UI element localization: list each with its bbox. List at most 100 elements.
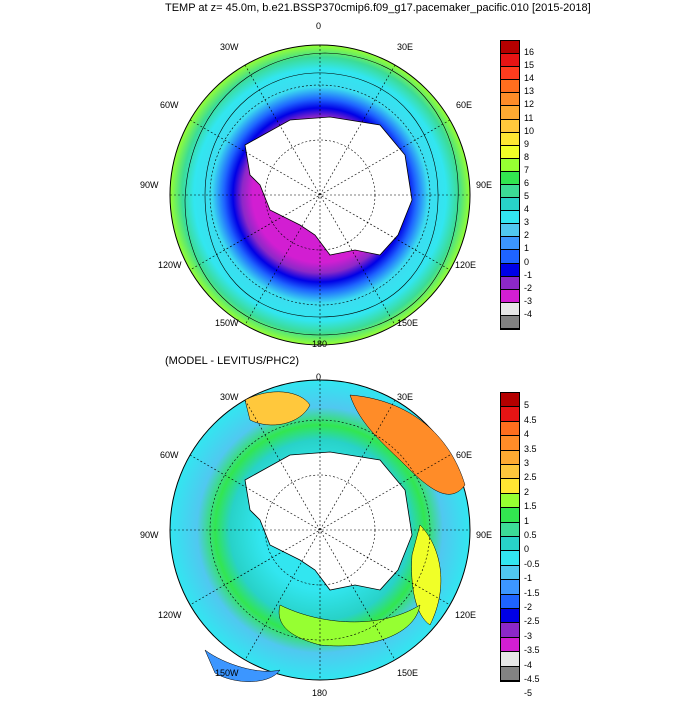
bottom-colorbar-tick-label: 1.5 <box>524 501 537 512</box>
top-contour-ring-2 <box>184 52 459 336</box>
top-colorbar-swatch <box>501 132 519 146</box>
top-colorbar-swatch <box>501 67 519 81</box>
top-lon-label-120e: 120E <box>455 260 477 270</box>
top-colorbar-swatch <box>501 93 519 107</box>
top-colorbar-tick-label: 9 <box>524 138 530 149</box>
top-colorbar-tick-label: 13 <box>524 86 535 97</box>
top-lon-label-90e: 90E <box>476 180 493 190</box>
top-lon-label-60w: 60W <box>160 100 179 110</box>
top-colorbar-tick-label: -1 <box>524 269 533 280</box>
top-colorbar-tick-label: 14 <box>524 73 535 84</box>
top-colorbar-swatch <box>501 106 519 120</box>
top-colorbar-swatch <box>501 224 519 238</box>
bottom-colorbar-tick-label: -0.5 <box>524 558 540 569</box>
top-colorbar-tick-label: 11 <box>524 112 534 123</box>
top-colorbar-swatch <box>501 211 519 225</box>
top-colorbar-tick-label: -3 <box>524 295 533 306</box>
bottom-colorbar-swatch <box>501 393 519 408</box>
top-colorbar-tick-label: 6 <box>524 178 530 188</box>
bottom-lon-label-120e: 120E <box>455 610 477 620</box>
bottom-colorbar-swatch <box>501 652 519 667</box>
top-lon-label-120w: 120W <box>158 260 182 270</box>
bottom-colorbar-tick-label: 3 <box>524 458 530 468</box>
top-colorbar-tick-label: 2 <box>524 230 530 241</box>
bottom-colorbar-tick-label: -4 <box>524 659 533 670</box>
bottom-lon-label-90w: 90W <box>140 530 159 540</box>
bottom-lon-label-0: 0 <box>316 372 322 382</box>
bottom-map-title: (MODEL - LEVITUS/PHC2) <box>165 355 300 367</box>
bottom-lon-label-60w: 60W <box>160 450 179 460</box>
bottom-cool-anomaly-sw <box>204 649 281 682</box>
bottom-colorbar-tick-label: -3.5 <box>524 645 540 656</box>
top-colorbar-tick-label: 12 <box>524 99 535 110</box>
top-colorbar-tick-label: 16 <box>524 47 535 58</box>
bottom-colorbar-swatch <box>501 565 519 581</box>
bottom-warm-anomaly-nw <box>244 391 311 426</box>
top-lon-label-0: 0 <box>316 21 322 31</box>
bottom-colorbar-tick-label: 3.5 <box>524 443 537 454</box>
top-colorbar-swatch <box>501 41 519 55</box>
bottom-graticule <box>170 380 470 680</box>
top-map-title: TEMP at z= 45.0m, b.e21.BSSP370cmip6.f09… <box>165 2 591 14</box>
bottom-colorbar-swatch <box>501 580 519 595</box>
top-colorbar-swatch <box>501 198 519 212</box>
top-colorbar-swatch <box>501 80 519 94</box>
top-colorbar-swatch <box>501 315 519 329</box>
bottom-colorbar-swatch <box>501 450 519 465</box>
top-colorbar-tick-label: 3 <box>524 217 530 228</box>
bottom-lon-label-90e: 90E <box>476 530 493 540</box>
bottom-colorbar-swatch <box>501 465 519 480</box>
top-colorbar-swatch <box>501 289 519 303</box>
top-colorbar-swatch <box>501 302 519 316</box>
top-lon-label-90w: 90W <box>140 180 159 190</box>
bottom-colorbar-swatch <box>501 479 519 494</box>
top-lon-label-150e: 150E <box>397 318 419 328</box>
bottom-colorbar-tick-label: 1 <box>524 515 530 526</box>
bottom-colorbar-tick-label: -3 <box>524 630 533 641</box>
bottom-colorbar-tick-label: 2.5 <box>524 472 537 483</box>
top-colorbar <box>500 40 520 330</box>
bottom-colorbar-swatch <box>501 551 519 566</box>
top-colorbar-swatch <box>501 263 519 277</box>
bottom-lon-label-120w: 120W <box>158 610 182 620</box>
bottom-colorbar <box>500 392 520 682</box>
top-colorbar-swatch <box>501 276 519 290</box>
top-colorbar-swatch <box>501 171 519 185</box>
top-lon-label-30w: 30W <box>220 42 239 52</box>
bottom-colorbar-tick-label: 4.5 <box>524 414 537 425</box>
top-colorbar-swatch <box>501 237 519 251</box>
bottom-colorbar-tick-label: 2 <box>524 486 530 497</box>
top-colorbar-tick-label: 7 <box>524 164 530 175</box>
bottom-lon-label-150w: 150W <box>215 668 239 678</box>
top-colorbar-tick-label: -4 <box>524 308 533 319</box>
bottom-lon-label-30e: 30E <box>397 392 414 402</box>
bottom-colorbar-tick-label: 0.5 <box>524 530 537 540</box>
top-colorbar-swatch <box>501 185 519 199</box>
bottom-colorbar-swatch <box>501 537 519 552</box>
top-colorbar-swatch <box>501 250 519 264</box>
top-colorbar-tick-label: 0 <box>524 256 530 267</box>
top-graticule <box>170 45 470 345</box>
bottom-lon-label-150e: 150E <box>397 668 419 678</box>
bottom-lon-label-30w: 30W <box>220 392 239 402</box>
top-colorbar-tick-label: 4 <box>524 204 530 215</box>
bottom-colorbar-tick-label: -2.5 <box>524 616 540 627</box>
bottom-colorbar-swatch <box>501 594 519 609</box>
bottom-colorbar-swatch <box>501 623 519 638</box>
bottom-colorbar-swatch <box>501 421 519 437</box>
bottom-colorbar-tick-label: 0 <box>524 544 530 555</box>
bottom-colorbar-tick-label: -1 <box>524 573 533 584</box>
top-lon-label-60e: 60E <box>456 100 473 110</box>
bottom-colorbar-swatch <box>501 666 519 681</box>
top-colorbar-swatch <box>501 54 519 68</box>
bottom-colorbar-swatch <box>501 407 519 422</box>
top-colorbar-tick-label: 5 <box>524 191 530 202</box>
top-colorbar-tick-label: -2 <box>524 282 533 293</box>
top-colorbar-tick-label: 15 <box>524 60 535 71</box>
top-colorbar-swatch <box>501 158 519 172</box>
top-colorbar-tick-label: 10 <box>524 125 535 136</box>
bottom-colorbar-swatch <box>501 609 519 624</box>
bottom-colorbar-swatch <box>501 508 519 523</box>
top-colorbar-swatch <box>501 145 519 159</box>
bottom-colorbar-tick-label: -2 <box>524 602 533 612</box>
